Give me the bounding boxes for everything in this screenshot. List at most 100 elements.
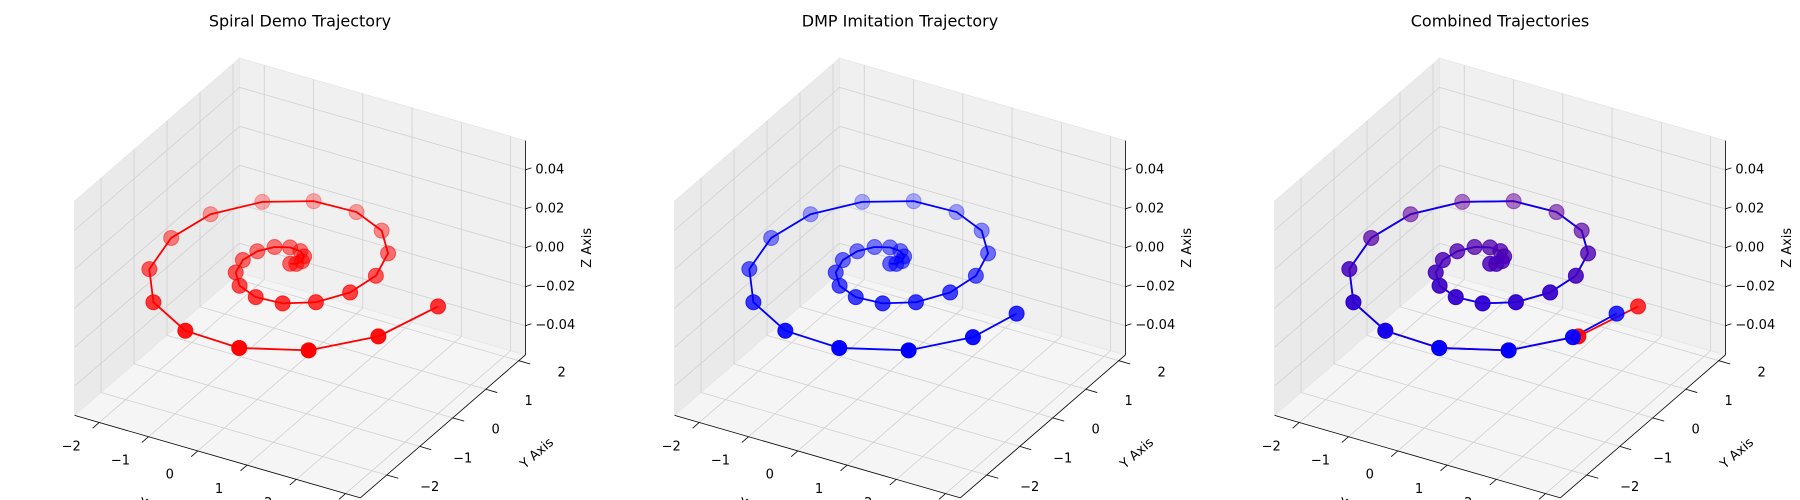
tick-mark: [1292, 422, 1300, 429]
grid-line: [896, 336, 1062, 480]
trajectory-point: [288, 255, 305, 272]
grid-line: [74, 87, 240, 231]
trajectory-point: [1548, 204, 1565, 221]
subplot-title: Spiral Demo Trajectory: [209, 12, 391, 31]
y-tick-label: 0: [1692, 423, 1700, 438]
tick-mark: [1725, 206, 1732, 210]
trajectory-point: [1454, 193, 1471, 210]
y-axis-label: Y Axis: [1717, 435, 1757, 473]
subplot-title: DMP Imitation Trajectory: [802, 12, 998, 31]
tick-mark: [1725, 284, 1732, 288]
trajectory-point: [380, 245, 397, 262]
grid-line: [197, 307, 364, 452]
trajectory-point: [300, 342, 317, 359]
z-tick-label: −0.04: [1135, 318, 1175, 333]
tick-mark: [692, 422, 700, 429]
trajectory-point: [831, 277, 848, 294]
grid-line: [98, 279, 265, 423]
y-axis-line: [1560, 354, 1726, 499]
trajectory-point: [854, 193, 871, 210]
trajectory-point: [1434, 252, 1451, 269]
y-tick-label: −2: [1020, 480, 1039, 495]
grid-line: [1274, 87, 1440, 231]
grid-line: [1366, 334, 1653, 419]
trajectory-point: [249, 243, 266, 260]
z-tick-label: 0.04: [1735, 162, 1764, 177]
trajectory-point: [177, 322, 194, 339]
z-tick-label: −0.02: [1735, 279, 1775, 294]
grid-line: [74, 165, 240, 309]
trajectory-point: [367, 267, 384, 284]
tick-mark: [790, 450, 799, 457]
y-tick-label: 1: [1125, 394, 1133, 409]
x-tick-label: 0: [1366, 468, 1374, 483]
trajectory-point: [900, 342, 917, 359]
tick-mark: [1125, 284, 1132, 288]
y-axis-line: [960, 354, 1126, 499]
trajectory-point: [1363, 229, 1380, 246]
trajectory-point: [227, 264, 244, 281]
trajectory-point: [1573, 222, 1590, 239]
trajectory-point: [1363, 229, 1380, 246]
trajectory-point: [777, 322, 794, 339]
trajectory-point: [1567, 267, 1584, 284]
trajectory-point: [1474, 295, 1491, 312]
trajectory-point: [1548, 204, 1565, 221]
grid-line: [1439, 203, 1726, 288]
x-tick-label: −1: [111, 453, 130, 468]
y-tick-label: 2: [1158, 366, 1166, 381]
trajectory-point: [348, 204, 365, 221]
tick-mark: [525, 284, 532, 288]
grid-line: [1298, 279, 1465, 423]
tick-mark: [1586, 474, 1599, 479]
trajectory-point: [1630, 298, 1647, 315]
trajectory-point: [1402, 206, 1419, 223]
tick-mark: [1538, 493, 1546, 500]
tick-mark: [1652, 417, 1665, 422]
trajectory-point: [1431, 339, 1448, 356]
grid-line: [839, 86, 1126, 171]
subplot: Spiral Demo Trajectory−2−10123−2−1012−0.…: [62, 12, 595, 500]
x-axis-label: X Axis: [137, 495, 180, 500]
x-tick-label: 2: [264, 496, 272, 500]
trajectory-point: [1402, 206, 1419, 223]
y-tick-label: 2: [1758, 366, 1766, 381]
tick-mark: [1085, 388, 1098, 393]
x-tick-label: 2: [1464, 496, 1472, 500]
trajectory-point: [1542, 284, 1559, 301]
trajectory-point: [342, 284, 359, 301]
tick-mark: [525, 323, 532, 327]
trajectory-point: [888, 255, 905, 272]
tick-mark: [938, 493, 946, 500]
grid-line: [1432, 277, 1719, 362]
trajectory-point: [802, 206, 819, 223]
trajectory-point: [1431, 277, 1448, 294]
trajectory-point: [247, 289, 264, 306]
tick-mark: [1118, 360, 1131, 365]
trajectory-point: [1488, 255, 1505, 272]
y-tick-label: 2: [558, 366, 566, 381]
trajectory-point: [1505, 193, 1522, 210]
tick-mark: [1125, 167, 1132, 171]
trajectory-point: [1341, 261, 1358, 278]
grid-line: [700, 392, 987, 476]
x-tick-label: −2: [662, 439, 681, 454]
trajectory-point: [973, 222, 990, 239]
tick-mark: [1125, 245, 1132, 249]
grid-line: [345, 350, 511, 494]
z-tick-label: 0.00: [1135, 240, 1164, 255]
x-tick-label: 1: [215, 482, 223, 497]
grid-line: [148, 293, 314, 438]
grid-line: [839, 203, 1126, 288]
trajectory-point: [141, 261, 158, 278]
tick-mark: [485, 388, 498, 393]
trajectory-point: [274, 295, 291, 312]
x-tick-label: 0: [166, 468, 174, 483]
tick-mark: [1390, 450, 1399, 457]
z-tick-label: 0.04: [535, 162, 564, 177]
trajectory-point: [430, 298, 447, 315]
tick-mark: [1489, 479, 1497, 486]
grid-line: [799, 306, 1086, 390]
trajectory-point: [1580, 245, 1597, 262]
tick-mark: [1725, 323, 1732, 327]
